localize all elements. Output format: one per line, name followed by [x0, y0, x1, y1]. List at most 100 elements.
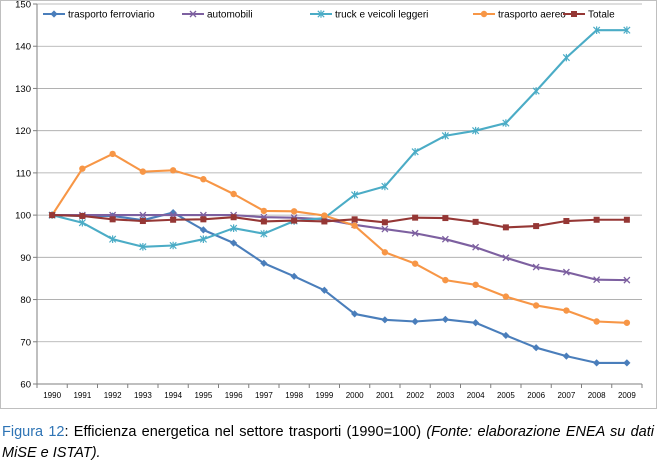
data-point: [593, 26, 601, 34]
series-line: [52, 214, 627, 282]
y-tick-label: 70: [20, 337, 31, 348]
y-tick-label: 80: [20, 295, 31, 306]
x-tick-label: 1998: [285, 391, 303, 400]
data-point: [381, 182, 389, 191]
y-tick-label: 120: [15, 126, 31, 137]
x-tick-label: 2002: [406, 391, 424, 400]
data-point: [321, 218, 328, 225]
data-point: [533, 223, 540, 230]
data-point: [593, 318, 600, 325]
series-line: [52, 214, 627, 229]
legend: trasporto ferroviario automobili truck e v…: [43, 10, 615, 21]
data-point: [351, 216, 358, 223]
data-point: [109, 235, 117, 243]
data-point: [230, 239, 238, 247]
x-tick-label: 2009: [618, 391, 636, 400]
x-tick-label: 2001: [376, 391, 394, 400]
data-point: [291, 217, 298, 224]
data-point: [411, 229, 419, 237]
data-point: [472, 243, 480, 251]
data-point: [563, 307, 570, 314]
x-tick-label: 1991: [73, 391, 91, 400]
data-point: [411, 260, 419, 267]
data-point: [623, 216, 630, 223]
caption-text: : Efficienza energetica nel settore tras…: [64, 424, 427, 440]
data-point: [502, 293, 510, 300]
data-point: [623, 319, 631, 326]
data-point: [109, 150, 116, 158]
data-point: [230, 190, 237, 198]
data-point: [290, 272, 298, 280]
data-point: [351, 222, 358, 229]
data-point: [320, 286, 328, 294]
data-point: [472, 319, 480, 327]
y-tick-label: 90: [20, 253, 31, 264]
data-point: [562, 352, 570, 360]
data-point: [442, 276, 449, 284]
x-tick-label: 2005: [497, 391, 515, 400]
data-point: [623, 26, 631, 34]
data-point: [290, 208, 298, 215]
data-point: [199, 235, 207, 243]
data-point: [442, 215, 449, 222]
y-tick-label: 140: [15, 42, 31, 53]
legend-swatch-marker: [50, 10, 58, 18]
legend-label: truck e veicoli leggeri: [335, 10, 428, 21]
y-tick-label: 130: [15, 84, 31, 95]
data-point: [502, 224, 509, 231]
x-tick-label: 1990: [43, 391, 61, 400]
data-point: [472, 281, 479, 288]
data-point: [532, 344, 540, 352]
caption-label: Figura 12: [2, 424, 65, 440]
x-tick-label: 1992: [104, 391, 122, 400]
data-point: [532, 302, 540, 309]
data-point: [411, 147, 419, 156]
data-point: [139, 168, 147, 175]
legend-label: trasporto aereo: [498, 10, 566, 21]
x-tick-label: 2008: [588, 391, 606, 400]
legend-item-automobili: automobili: [182, 10, 253, 21]
x-tick-label: 2006: [527, 391, 545, 400]
data-point: [381, 219, 388, 226]
caption-source: (Fonte: elaborazione ENEA su dati MiSE e…: [2, 424, 654, 461]
data-point: [139, 211, 147, 219]
data-point: [139, 218, 146, 225]
legend-swatch-marker: [317, 10, 325, 18]
data-point: [472, 218, 479, 225]
data-point: [502, 331, 510, 340]
data-point: [593, 216, 600, 223]
data-point: [563, 218, 570, 225]
data-point: [230, 214, 237, 221]
series-trasporto-ferroviario: [48, 208, 631, 367]
y-tick-label: 150: [15, 0, 31, 11]
x-tick-label: 1995: [194, 391, 212, 400]
x-tick-label: 1993: [134, 391, 152, 400]
data-point: [562, 268, 570, 276]
data-point: [411, 317, 419, 326]
data-point: [441, 131, 449, 140]
data-point: [593, 276, 601, 284]
data-point: [139, 242, 147, 251]
x-tick-label: 1999: [315, 391, 333, 400]
legend-swatch-marker: [480, 10, 488, 18]
legend-item-truck-e-veicoli-leggeri: truck e veicoli leggeri: [310, 10, 428, 21]
series-lines: [48, 26, 631, 367]
legend-swatch-marker: [571, 11, 577, 17]
data-point: [200, 216, 207, 223]
chart-frame: [0, 0, 657, 409]
data-point: [260, 259, 268, 267]
data-point: [381, 225, 389, 233]
x-tick-label: 2000: [346, 391, 364, 400]
data-point: [381, 316, 389, 324]
legend-swatch-marker: [189, 10, 197, 18]
data-point: [260, 229, 268, 238]
x-tick-label: 2004: [467, 391, 485, 400]
legend-label: automobili: [207, 10, 253, 21]
data-point: [260, 207, 268, 215]
x-axis: 1990 1991 1992 1993 1994 1995 1996 1997 1998 1999…: [36, 383, 643, 400]
data-point: [49, 212, 56, 219]
data-point: [169, 167, 177, 174]
data-point: [623, 276, 631, 284]
data-point: [502, 119, 510, 127]
data-point: [351, 310, 359, 318]
